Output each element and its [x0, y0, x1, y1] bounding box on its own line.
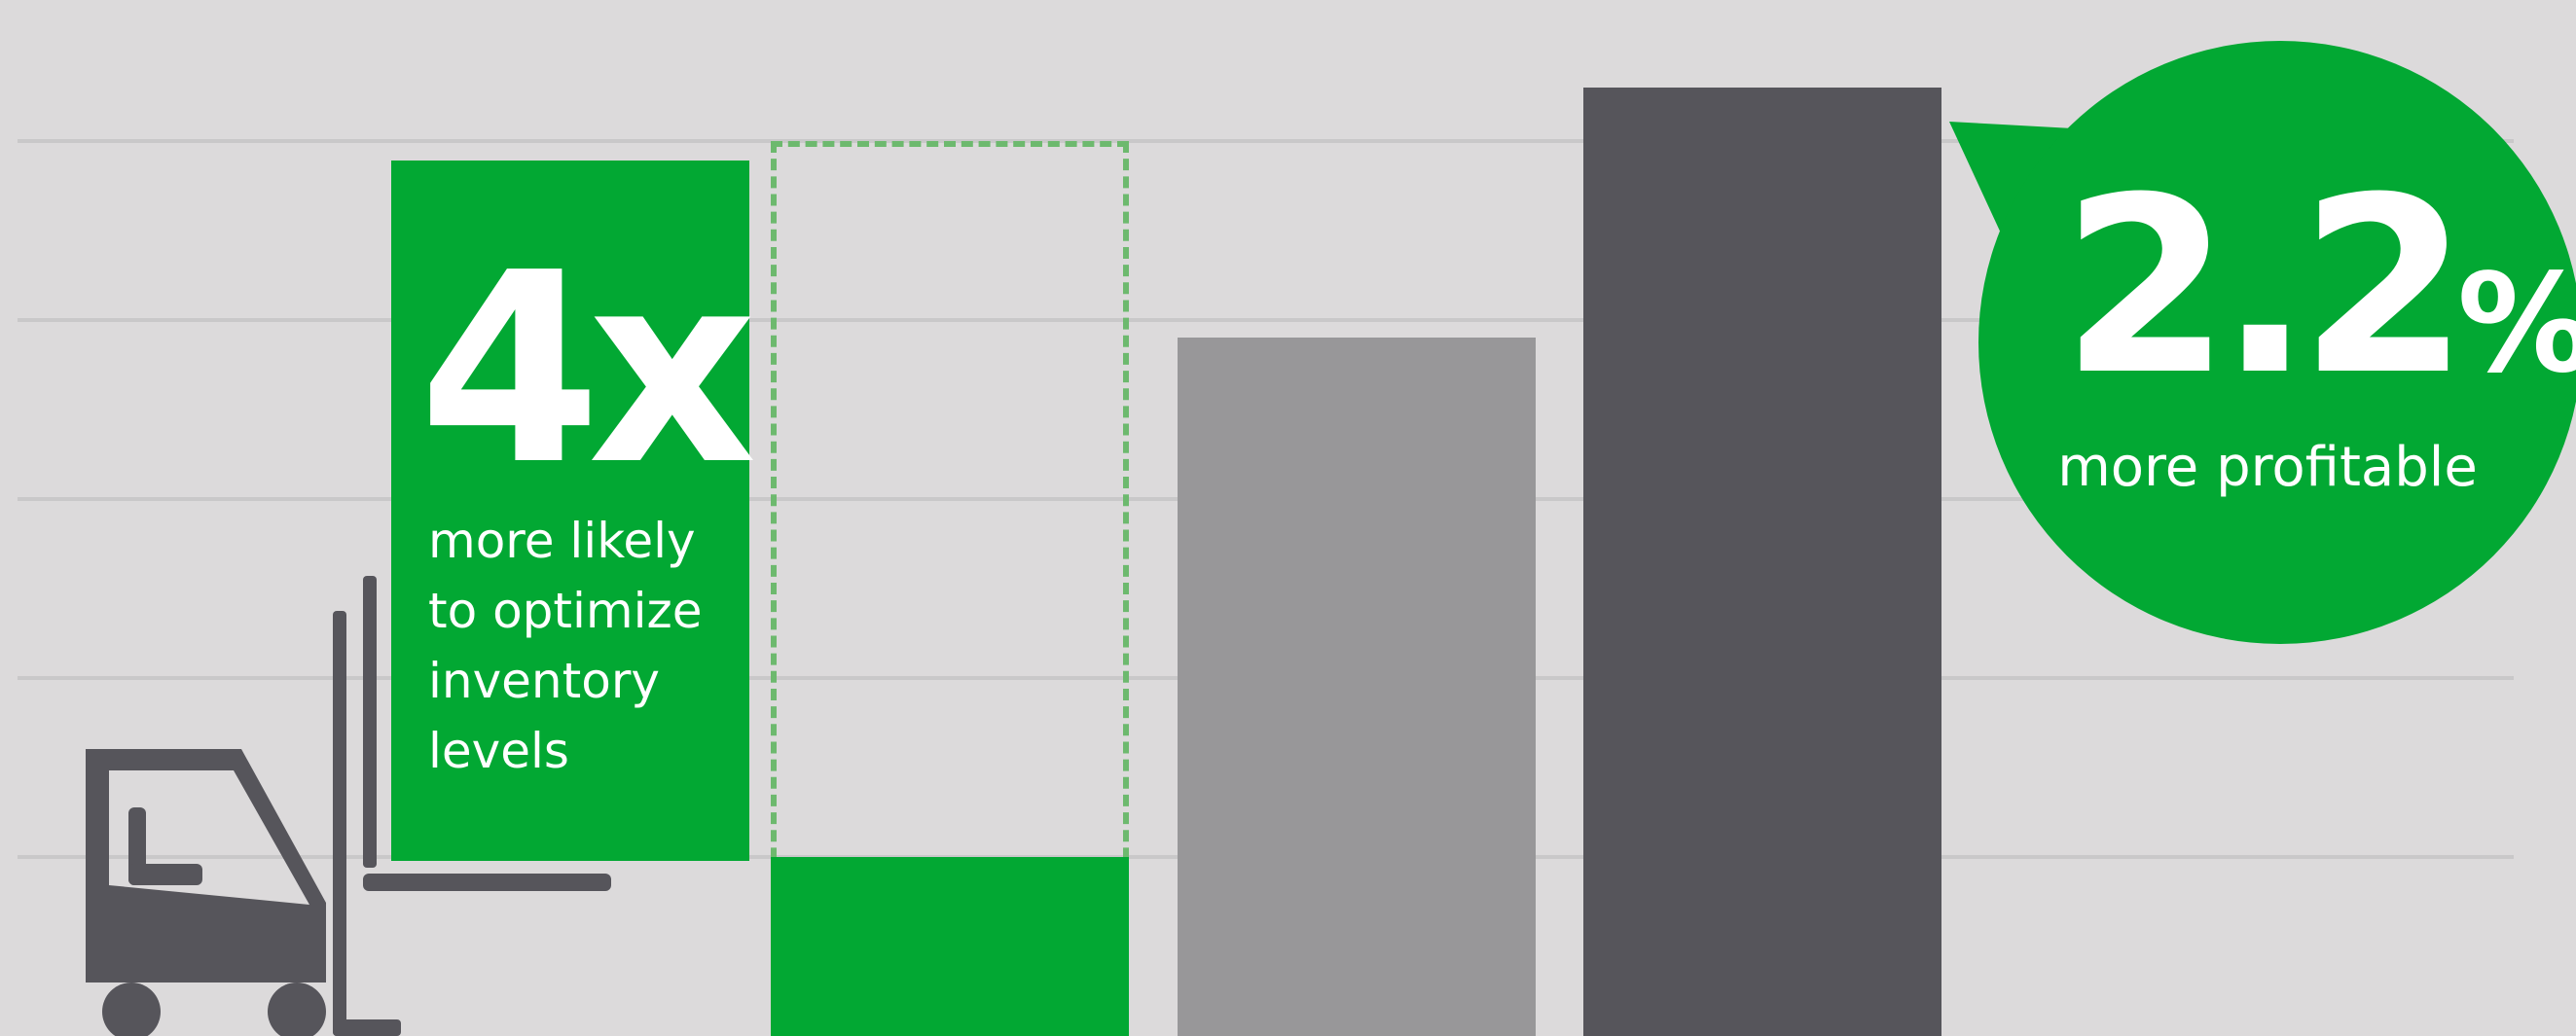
callout-likely-line: levels	[428, 723, 569, 779]
bar	[1583, 87, 1941, 1036]
pct-unit: %	[2457, 245, 2576, 404]
callout-likely-text: more likely to optimize inventory levels	[428, 506, 749, 786]
callout-likely-line: inventory	[428, 653, 660, 709]
bar	[771, 857, 1129, 1036]
callout-profitable-number: 2.2%	[2061, 165, 2576, 409]
callout-profitable-text: more profitable	[2057, 436, 2478, 499]
pct-value: 2.2	[2061, 145, 2469, 428]
callout-likely: 4x more likely to optimize inventory lev…	[391, 161, 757, 861]
gridline	[18, 139, 2514, 143]
callout-likely-line: more likely	[428, 513, 696, 569]
callout-likely-line: to optimize	[428, 583, 703, 639]
callout-likely-number: 4x	[418, 216, 757, 522]
bar	[1178, 338, 1536, 1036]
gridline	[18, 318, 2514, 322]
